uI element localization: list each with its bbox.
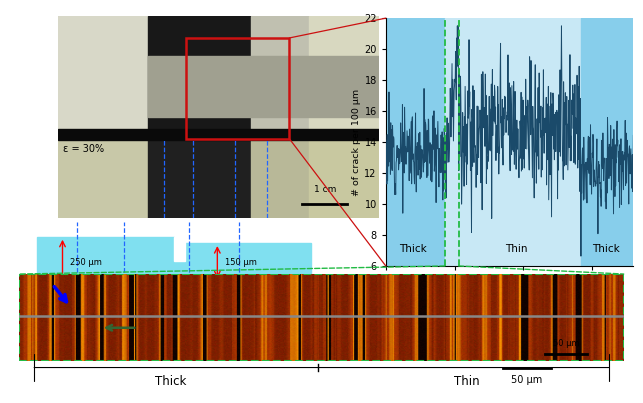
Text: AgNWs: AgNWs [345,286,372,295]
Text: Holder: Holder [345,297,370,306]
Bar [386,18,445,266]
Bar [148,56,379,117]
Bar [251,16,309,134]
Text: 250 μm: 250 μm [69,258,102,267]
Bar [174,237,185,261]
Text: Thick: Thick [592,243,620,253]
Bar [19,292,84,310]
Bar [309,134,379,218]
Bar [58,134,148,218]
Y-axis label: # of crack per 100 μm: # of crack per 100 μm [352,89,361,195]
Text: Thin: Thin [454,375,480,388]
Text: ε = 30%: ε = 30% [62,144,104,154]
Bar [445,18,581,266]
Text: H0.4, P6.25, W0.33, N1: H0.4, P6.25, W0.33, N1 [129,300,233,309]
Text: Thin: Thin [505,243,528,253]
Bar [271,292,336,310]
Bar [174,243,311,281]
Text: Thick: Thick [399,243,427,253]
Text: 50 μm: 50 μm [553,339,579,348]
Bar [58,16,148,134]
Bar [37,237,174,287]
Bar [186,38,289,139]
Bar [148,16,251,134]
Bar [251,134,309,218]
Bar [37,287,325,292]
Bar [581,18,633,266]
Text: 150 μm: 150 μm [224,258,257,267]
Text: Thick: Thick [155,375,186,388]
Bar [58,129,379,140]
Text: 50 μm: 50 μm [511,375,543,385]
Bar [309,16,379,134]
Bar [148,134,251,218]
Text: 1 cm: 1 cm [314,185,336,194]
X-axis label: Distance (mm): Distance (mm) [471,288,548,298]
